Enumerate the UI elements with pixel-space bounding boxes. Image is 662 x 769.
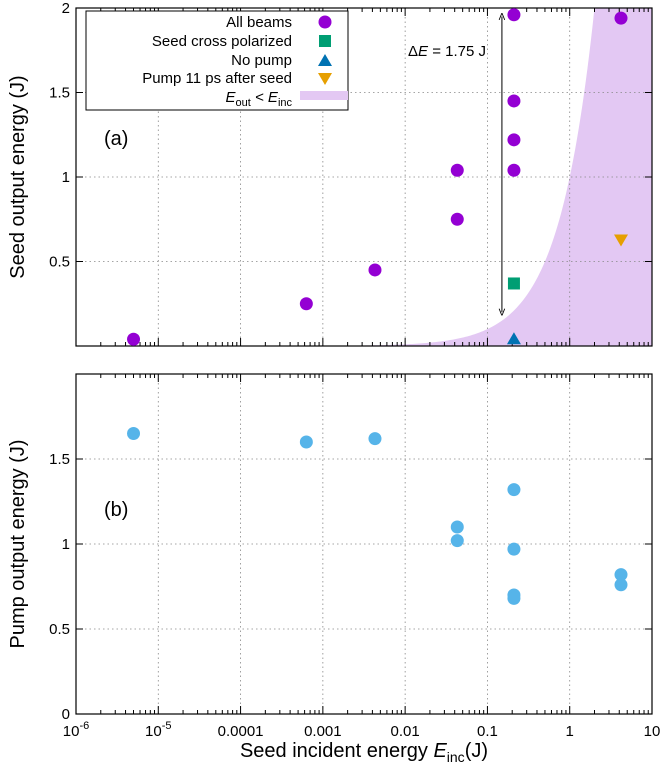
legend-label-pump-after-seed: Pump 11 ps after seed [142,70,292,87]
x-tick-label: 0.0001 [218,723,264,740]
x-tick-label: 0.01 [391,723,420,740]
panel-a-label: (a) [104,128,128,150]
panel-b: 10-6 10-5 0.0001 0.001 0.01 0.1 1 10 0 0.5 1 1.5 P… [7,373,661,765]
panel-b-ylabel: Pump output energy (J) [7,440,29,649]
panel-b-points [127,427,628,605]
legend-marker-all-beams [318,15,332,29]
pump-output-point [507,591,521,605]
panel-b-y-ticks: 0 0.5 1 1.5 [49,451,652,723]
all-beams-point [507,8,521,22]
panel-b-x-ticks: 10-6 10-5 0.0001 0.001 0.01 0.1 1 10 [63,374,661,740]
x-tick-label: 0.1 [477,723,498,740]
panel-b-y-tick-label: 1 [62,536,70,553]
all-beams-point [614,11,628,25]
panel-a-y-tick-label: 2 [62,0,70,17]
legend-marker-seed-cross-polarized [319,35,331,47]
x-tick-label: 0.001 [304,723,342,740]
pump-11-ps-after-seed-point [613,234,628,247]
panel-a-y-tick-label: 0.5 [49,254,70,271]
all-beams-point [299,297,313,311]
pump-output-point [507,483,521,497]
panel-b-y-tick-label: 1.5 [49,451,70,468]
panel-b-y-tick-label: 0.5 [49,621,70,638]
panel-a-ylabel: Seed output energy (J) [7,75,29,278]
pump-output-point [614,568,628,582]
pump-output-point [127,427,141,440]
x-tick-label: 10-5 [145,720,171,740]
panel-b-y-tick-label: 0 [62,706,70,723]
delta-e-annotation: ΔE = 1.75 J [408,43,486,60]
legend-label-region: Eout < Einc [226,89,293,109]
x-tick-label: 10-6 [63,720,89,740]
pump-output-point [368,432,382,446]
panel-b-label: (b) [104,499,128,521]
legend-marker-region [300,91,348,100]
legend-marker-pump-after-seed [318,73,332,85]
pump-output-point [299,435,313,449]
panel-a-frame [75,7,653,347]
pump-output-point [507,542,521,556]
pump-output-point [614,578,628,592]
all-beams-point [507,133,521,147]
legend: All beams Seed cross polarized No pump P… [85,10,349,111]
panel-a-points [127,8,628,346]
panel-a-y-tick-label: 1 [62,169,70,186]
legend-label-seed-cross-polarized: Seed cross polarized [152,33,292,50]
all-beams-point [450,212,464,226]
all-beams-point [368,263,382,277]
pump-output-point [450,534,464,548]
x-axis-label: Seed incident energy Einc(J) [240,740,488,765]
x-tick-label: 10 [644,723,661,740]
legend-label-all-beams: All beams [226,14,292,31]
x-tick-label: 1 [566,723,574,740]
panel-b-frame [75,373,653,715]
pump-output-point [450,520,464,534]
panel-a-y-tick-label: 1.5 [49,85,70,102]
seed-cross-polarized-point [507,277,520,290]
no-pump-point [506,332,521,345]
panel-b-grid [76,374,652,714]
all-beams-point [507,94,521,108]
all-beams-point [507,163,521,177]
all-beams-point [127,332,141,346]
panel-a: 0.5 1 1.5 2 Seed output energy (J) (a) ΔE =… [7,0,653,347]
legend-marker-no-pump [318,54,332,66]
all-beams-point [450,163,464,177]
legend-label-no-pump: No pump [231,52,292,69]
